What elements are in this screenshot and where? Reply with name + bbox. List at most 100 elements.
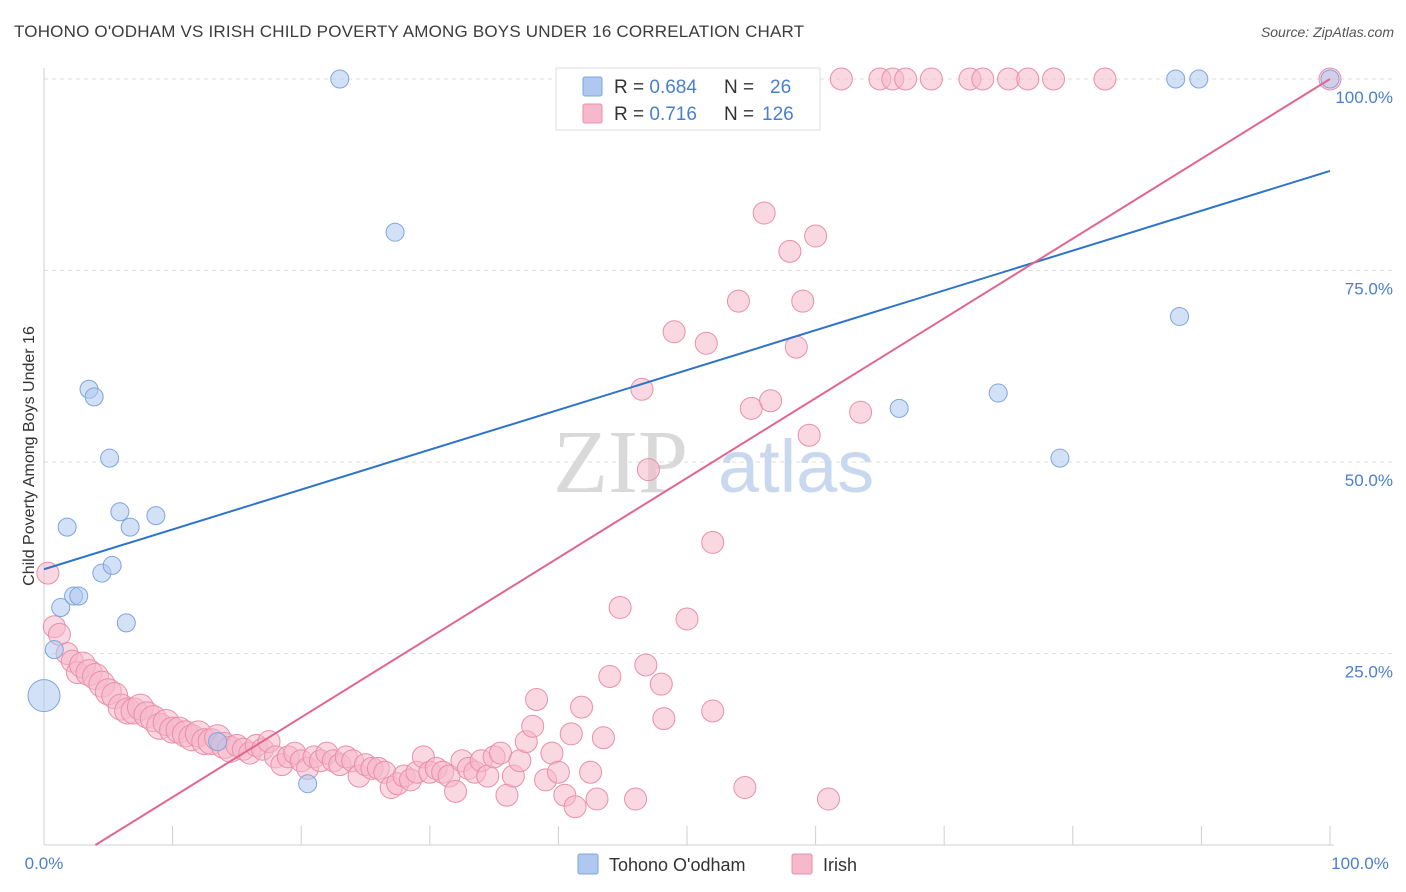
irish-point xyxy=(816,787,840,811)
irish-point xyxy=(579,760,603,784)
irish-point xyxy=(701,699,725,723)
irish-point xyxy=(919,67,943,91)
irish-point xyxy=(701,530,725,554)
tohono-point xyxy=(146,506,166,526)
tohono-point xyxy=(889,398,909,418)
irish-point xyxy=(778,239,802,263)
tohono-point xyxy=(110,502,130,522)
tohono-point xyxy=(120,517,140,537)
irish-point xyxy=(1016,67,1040,91)
trend-lines xyxy=(43,78,1331,846)
legend-r-value-1: 0.684 xyxy=(649,77,697,98)
tohono-point xyxy=(51,598,71,618)
irish-point xyxy=(598,664,622,688)
tohono-point xyxy=(44,640,64,660)
irish-points xyxy=(36,67,1342,819)
x-tick-label-0: 0.0% xyxy=(25,854,64,873)
irish-point xyxy=(36,561,60,585)
irish-point xyxy=(540,741,564,765)
irish-point xyxy=(636,458,660,482)
tohono-point xyxy=(988,383,1008,403)
irish-point xyxy=(634,653,658,677)
irish-point xyxy=(797,423,821,447)
irish-point xyxy=(804,224,828,248)
tohono-point xyxy=(84,387,104,407)
irish-point xyxy=(662,320,686,344)
legend-n-label-1: N = xyxy=(724,77,754,98)
series-legend-swatch-irish xyxy=(791,853,813,875)
irish-point xyxy=(591,726,615,750)
irish-point xyxy=(1042,67,1066,91)
tohono-point xyxy=(330,69,350,89)
irish-point xyxy=(894,67,918,91)
irish-point xyxy=(829,67,853,91)
irish-point xyxy=(559,722,583,746)
tohono-point xyxy=(57,517,77,537)
irish-point xyxy=(608,596,632,620)
irish-point xyxy=(444,779,468,803)
irish-point xyxy=(1093,67,1117,91)
series-legend: Tohono O'odham Irish xyxy=(577,853,857,875)
y-axis-tick-labels: 25.0% 50.0% 75.0% 100.0% xyxy=(1335,88,1393,682)
x-tick-label-100: 100.0% xyxy=(1331,854,1389,873)
watermark-atlas: atlas xyxy=(718,425,874,508)
tohono-point xyxy=(102,555,122,575)
svg-text:R = 0.684: R = 0.684 xyxy=(614,77,697,98)
tohono-points xyxy=(27,69,1340,794)
y-axis-title: Child Poverty Among Boys Under 16 xyxy=(21,326,38,586)
irish-point xyxy=(849,400,873,424)
irish-point xyxy=(675,607,699,631)
irish-point xyxy=(508,749,532,773)
irish-point xyxy=(546,760,570,784)
svg-text:R = 0.716: R = 0.716 xyxy=(614,104,697,125)
legend-r-value-2: 0.716 xyxy=(649,104,697,125)
irish-point xyxy=(726,289,750,313)
y-tick-label: 75.0% xyxy=(1345,280,1393,299)
y-tick-label: 50.0% xyxy=(1345,471,1393,490)
irish-point xyxy=(495,783,519,807)
legend-r-label-1: R = xyxy=(614,77,649,98)
tohono-point xyxy=(385,222,405,242)
axes xyxy=(43,68,1334,846)
irish-point xyxy=(759,389,783,413)
legend-swatch-blue xyxy=(582,76,603,97)
y-tick-label: 100.0% xyxy=(1335,88,1393,107)
irish-point xyxy=(652,707,676,731)
tohono-point xyxy=(1189,69,1209,89)
irish-point xyxy=(521,714,545,738)
irish-point xyxy=(739,396,763,420)
chart-source: Source: ZipAtlas.com xyxy=(1260,24,1394,40)
irish-point xyxy=(791,289,815,313)
tohono-trend-line xyxy=(43,169,1331,571)
irish-point xyxy=(624,787,648,811)
irish-point xyxy=(585,787,609,811)
legend-n-label-2: N = xyxy=(724,104,754,125)
legend-n-value-1: 26 xyxy=(770,77,791,98)
irish-point xyxy=(733,776,757,800)
irish-point xyxy=(570,695,594,719)
legend-n-value-2: 126 xyxy=(762,104,794,125)
irish-point xyxy=(476,764,500,788)
irish-point xyxy=(489,741,513,765)
tohono-point xyxy=(69,586,89,606)
series-legend-label-tohono: Tohono O'odham xyxy=(609,855,746,875)
irish-point xyxy=(694,331,718,355)
irish-point xyxy=(525,687,549,711)
svg-text:N =: N = xyxy=(724,77,754,98)
tohono-point xyxy=(298,774,318,794)
tohono-point xyxy=(100,448,120,468)
stats-legend: R = 0.684 N = 26 R = 0.716 N = 126 xyxy=(555,67,821,131)
tohono-point xyxy=(208,732,228,752)
series-legend-label-irish: Irish xyxy=(823,855,857,875)
irish-point xyxy=(971,67,995,91)
x-axis-ticks xyxy=(43,826,1331,845)
irish-point xyxy=(563,795,587,819)
irish-trend-line xyxy=(94,78,1331,846)
legend-swatch-pink xyxy=(582,103,603,124)
watermark-zip: ZIP xyxy=(553,413,688,512)
tohono-point xyxy=(116,613,136,633)
tohono-point xyxy=(27,679,61,713)
irish-point xyxy=(752,201,776,225)
chart-title: TOHONO O'ODHAM VS IRISH CHILD POVERTY AM… xyxy=(14,22,805,41)
